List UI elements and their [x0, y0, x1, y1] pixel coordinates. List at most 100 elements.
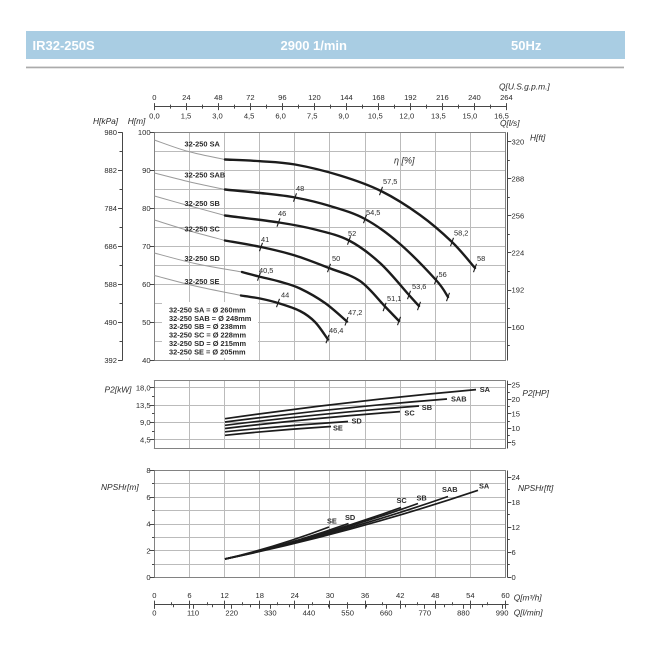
svg-text:60: 60 [501, 591, 509, 600]
svg-text:0,0: 0,0 [149, 111, 160, 120]
svg-text:46: 46 [278, 209, 286, 218]
svg-text:264: 264 [500, 93, 513, 102]
svg-text:220: 220 [225, 608, 238, 617]
svg-text:90: 90 [142, 166, 150, 175]
svg-text:42: 42 [396, 591, 404, 600]
svg-text:SA: SA [479, 482, 490, 491]
svg-text:Q[l/s]: Q[l/s] [500, 118, 520, 128]
svg-text:SAB: SAB [451, 395, 467, 404]
svg-text:36: 36 [361, 591, 369, 600]
svg-text:490: 490 [104, 318, 117, 327]
svg-text:H[m]: H[m] [128, 116, 146, 126]
svg-text:880: 880 [457, 608, 470, 617]
svg-text:5: 5 [512, 439, 516, 448]
svg-text:48: 48 [431, 591, 439, 600]
svg-text:32-250 SAB: 32-250 SAB [185, 171, 226, 180]
svg-text:256: 256 [512, 212, 525, 221]
svg-text:4,5: 4,5 [244, 111, 255, 120]
svg-text:6: 6 [512, 548, 516, 557]
svg-text:57,5: 57,5 [383, 177, 397, 186]
svg-text:32-250 SC = Ø 228mm: 32-250 SC = Ø 228mm [169, 331, 246, 340]
svg-text:320: 320 [512, 137, 525, 146]
svg-text:H[kPa]: H[kPa] [93, 116, 119, 126]
svg-text:SE: SE [333, 424, 343, 433]
svg-text:SC: SC [404, 408, 415, 417]
svg-text:288: 288 [512, 174, 525, 183]
svg-text:32-250 SA: 32-250 SA [185, 140, 221, 149]
svg-text:32-250 SC: 32-250 SC [185, 225, 221, 234]
svg-text:70: 70 [142, 242, 150, 251]
svg-text:54: 54 [466, 591, 474, 600]
svg-text:18: 18 [255, 591, 263, 600]
svg-text:50: 50 [332, 254, 340, 263]
svg-text:15: 15 [512, 410, 520, 419]
svg-text:24: 24 [512, 473, 520, 482]
svg-text:24: 24 [182, 93, 190, 102]
svg-text:240: 240 [468, 93, 481, 102]
svg-text:96: 96 [278, 93, 286, 102]
svg-text:47,2: 47,2 [348, 308, 362, 317]
svg-text:58: 58 [477, 254, 485, 263]
svg-text:51,1: 51,1 [387, 294, 401, 303]
svg-text:7,5: 7,5 [307, 111, 318, 120]
svg-text:224: 224 [512, 249, 525, 258]
svg-text:32-250 SB: 32-250 SB [185, 199, 220, 208]
svg-text:1,5: 1,5 [181, 111, 192, 120]
svg-text:9,0: 9,0 [140, 418, 151, 427]
svg-text:46,4: 46,4 [329, 326, 343, 335]
svg-text:6,0: 6,0 [275, 111, 286, 120]
svg-text:0: 0 [152, 591, 156, 600]
svg-text:32-250 SD: 32-250 SD [185, 254, 221, 263]
svg-text:990: 990 [496, 608, 509, 617]
svg-text:H[ft]: H[ft] [530, 132, 546, 142]
svg-text:52: 52 [348, 229, 356, 238]
svg-text:SC: SC [397, 496, 408, 505]
svg-text:18,0: 18,0 [136, 384, 151, 393]
svg-text:48: 48 [214, 93, 222, 102]
svg-text:2: 2 [146, 547, 150, 556]
svg-text:0: 0 [146, 573, 150, 582]
svg-text:192: 192 [404, 93, 417, 102]
svg-text:13,5: 13,5 [431, 111, 446, 120]
svg-text:2900 1/min: 2900 1/min [281, 38, 348, 53]
svg-text:686: 686 [104, 242, 117, 251]
svg-text:Q[U.S.g.p.m.]: Q[U.S.g.p.m.] [499, 82, 550, 92]
svg-text:18: 18 [512, 498, 520, 507]
svg-text:882: 882 [104, 166, 117, 175]
svg-text:6: 6 [146, 493, 150, 502]
svg-text:784: 784 [104, 204, 117, 213]
svg-text:54,5: 54,5 [366, 208, 380, 217]
svg-text:53,6: 53,6 [412, 282, 426, 291]
svg-text:32-250 SD = Ø 215mm: 32-250 SD = Ø 215mm [169, 339, 246, 348]
svg-text:13,5: 13,5 [136, 401, 151, 410]
svg-text:9,0: 9,0 [338, 111, 349, 120]
svg-text:12: 12 [512, 523, 520, 532]
svg-text:SE: SE [327, 517, 337, 526]
svg-text:IR32-250S: IR32-250S [33, 38, 95, 53]
svg-text:4: 4 [146, 520, 150, 529]
svg-text:30: 30 [326, 591, 334, 600]
svg-text:392: 392 [104, 356, 117, 365]
svg-text:15,0: 15,0 [463, 111, 478, 120]
svg-text:50Hz: 50Hz [511, 38, 542, 53]
svg-text:SD: SD [345, 513, 356, 522]
svg-text:120: 120 [308, 93, 321, 102]
svg-text:0: 0 [152, 93, 156, 102]
svg-text:4,5: 4,5 [140, 436, 151, 445]
svg-text:SB: SB [417, 494, 427, 503]
svg-text:η [%]: η [%] [394, 156, 415, 166]
svg-text:NPSHr[ft]: NPSHr[ft] [518, 483, 554, 493]
svg-text:20: 20 [512, 395, 520, 404]
svg-text:48: 48 [296, 184, 304, 193]
svg-text:SA: SA [480, 385, 491, 394]
svg-text:P2[kW]: P2[kW] [105, 385, 133, 395]
svg-text:32-250 SE = Ø 205mm: 32-250 SE = Ø 205mm [169, 348, 246, 357]
svg-text:Q[l/min]: Q[l/min] [514, 607, 544, 617]
svg-text:44: 44 [281, 291, 289, 300]
svg-text:72: 72 [246, 93, 254, 102]
svg-text:25: 25 [512, 381, 520, 390]
svg-text:50: 50 [142, 318, 150, 327]
svg-text:56: 56 [439, 270, 447, 279]
svg-text:6: 6 [187, 591, 191, 600]
svg-text:SB: SB [422, 403, 432, 412]
